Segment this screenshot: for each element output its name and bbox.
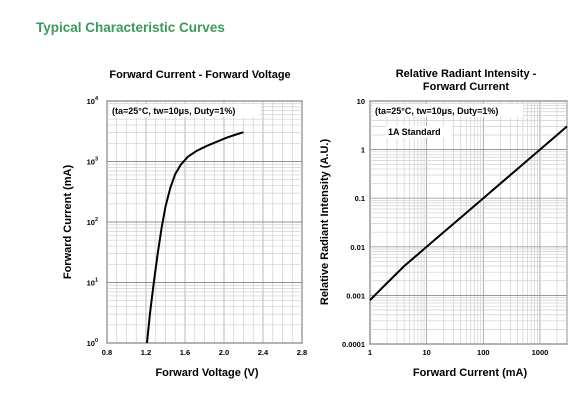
y-tick-label: 102: [87, 217, 98, 227]
chart-ri-annotation-box: [373, 104, 523, 117]
chart-ri-reference-box: [386, 126, 452, 138]
y-tick-label: 104: [87, 96, 99, 106]
x-tick-label: 100: [477, 348, 490, 357]
x-tick-label: 2.4: [258, 348, 269, 357]
chart-ri-tick-labels: 1 10 100 1000 0.0001 0.001 0.01 0.1 1 10: [342, 97, 548, 357]
y-tick-label: 0.0001: [342, 340, 365, 349]
chart-ri-ylabel: Relative Radiant Intensity (A.U.): [319, 139, 331, 306]
chart-ri-title-line-1: Relative Radiant Intensity -: [396, 68, 537, 80]
x-tick-label: 1: [368, 348, 372, 357]
x-tick-label: 1000: [532, 348, 549, 357]
chart-fv: 0.8 1.2 1.6 2.0 2.4 2.8 100 101 102 103 104 (ta=25…: [62, 69, 307, 379]
x-tick-label: 1.6: [180, 348, 190, 357]
chart-fv-ylabel: Forward Current (mA): [62, 165, 74, 280]
y-tick-label: 100: [87, 338, 98, 348]
chart-ri-title-line-2: Forward Current: [423, 81, 510, 93]
chart-fv-tick-labels: 0.8 1.2 1.6 2.0 2.4 2.8 100 101 102 103 104: [87, 96, 308, 357]
y-tick-label: 0.001: [346, 291, 365, 300]
chart-fv-annotation-box: [110, 104, 260, 117]
chart-fv-title: Forward Current - Forward Voltage: [109, 69, 290, 81]
chart-ri-series-line: [369, 125, 568, 301]
chart-ri-annotation: (ta=25°C, tw=10μs, Duty=1%): [375, 106, 498, 116]
y-tick-label: 101: [87, 278, 98, 288]
x-tick-label: 2.0: [219, 348, 229, 357]
chart-ri: 1 10 100 1000 0.0001 0.001 0.01 0.1 1 10 (ta=25°C…: [319, 68, 568, 379]
chart-ri-reference-label: 1A Standard: [388, 127, 441, 137]
chart-fv-annotation: (ta=25°C, tw=10μs, Duty=1%): [112, 106, 235, 116]
y-tick-label: 10: [357, 97, 365, 106]
chart-fv-series-line: [145, 131, 244, 344]
chart-fv-xlabel: Forward Voltage (V): [155, 367, 258, 379]
x-tick-label: 1.2: [141, 348, 151, 357]
section-title: Typical Characteristic Curves: [36, 20, 225, 35]
y-tick-label: 1: [361, 146, 365, 155]
chart-fv-grid: [106, 100, 303, 344]
x-tick-label: 10: [422, 348, 430, 357]
y-tick-label: 0.01: [350, 243, 365, 252]
y-tick-label: 0.1: [355, 194, 365, 203]
x-tick-label: 2.8: [297, 348, 307, 357]
y-tick-label: 103: [87, 157, 98, 167]
x-tick-label: 0.8: [102, 348, 112, 357]
chart-ri-xlabel: Forward Current (mA): [413, 367, 528, 379]
